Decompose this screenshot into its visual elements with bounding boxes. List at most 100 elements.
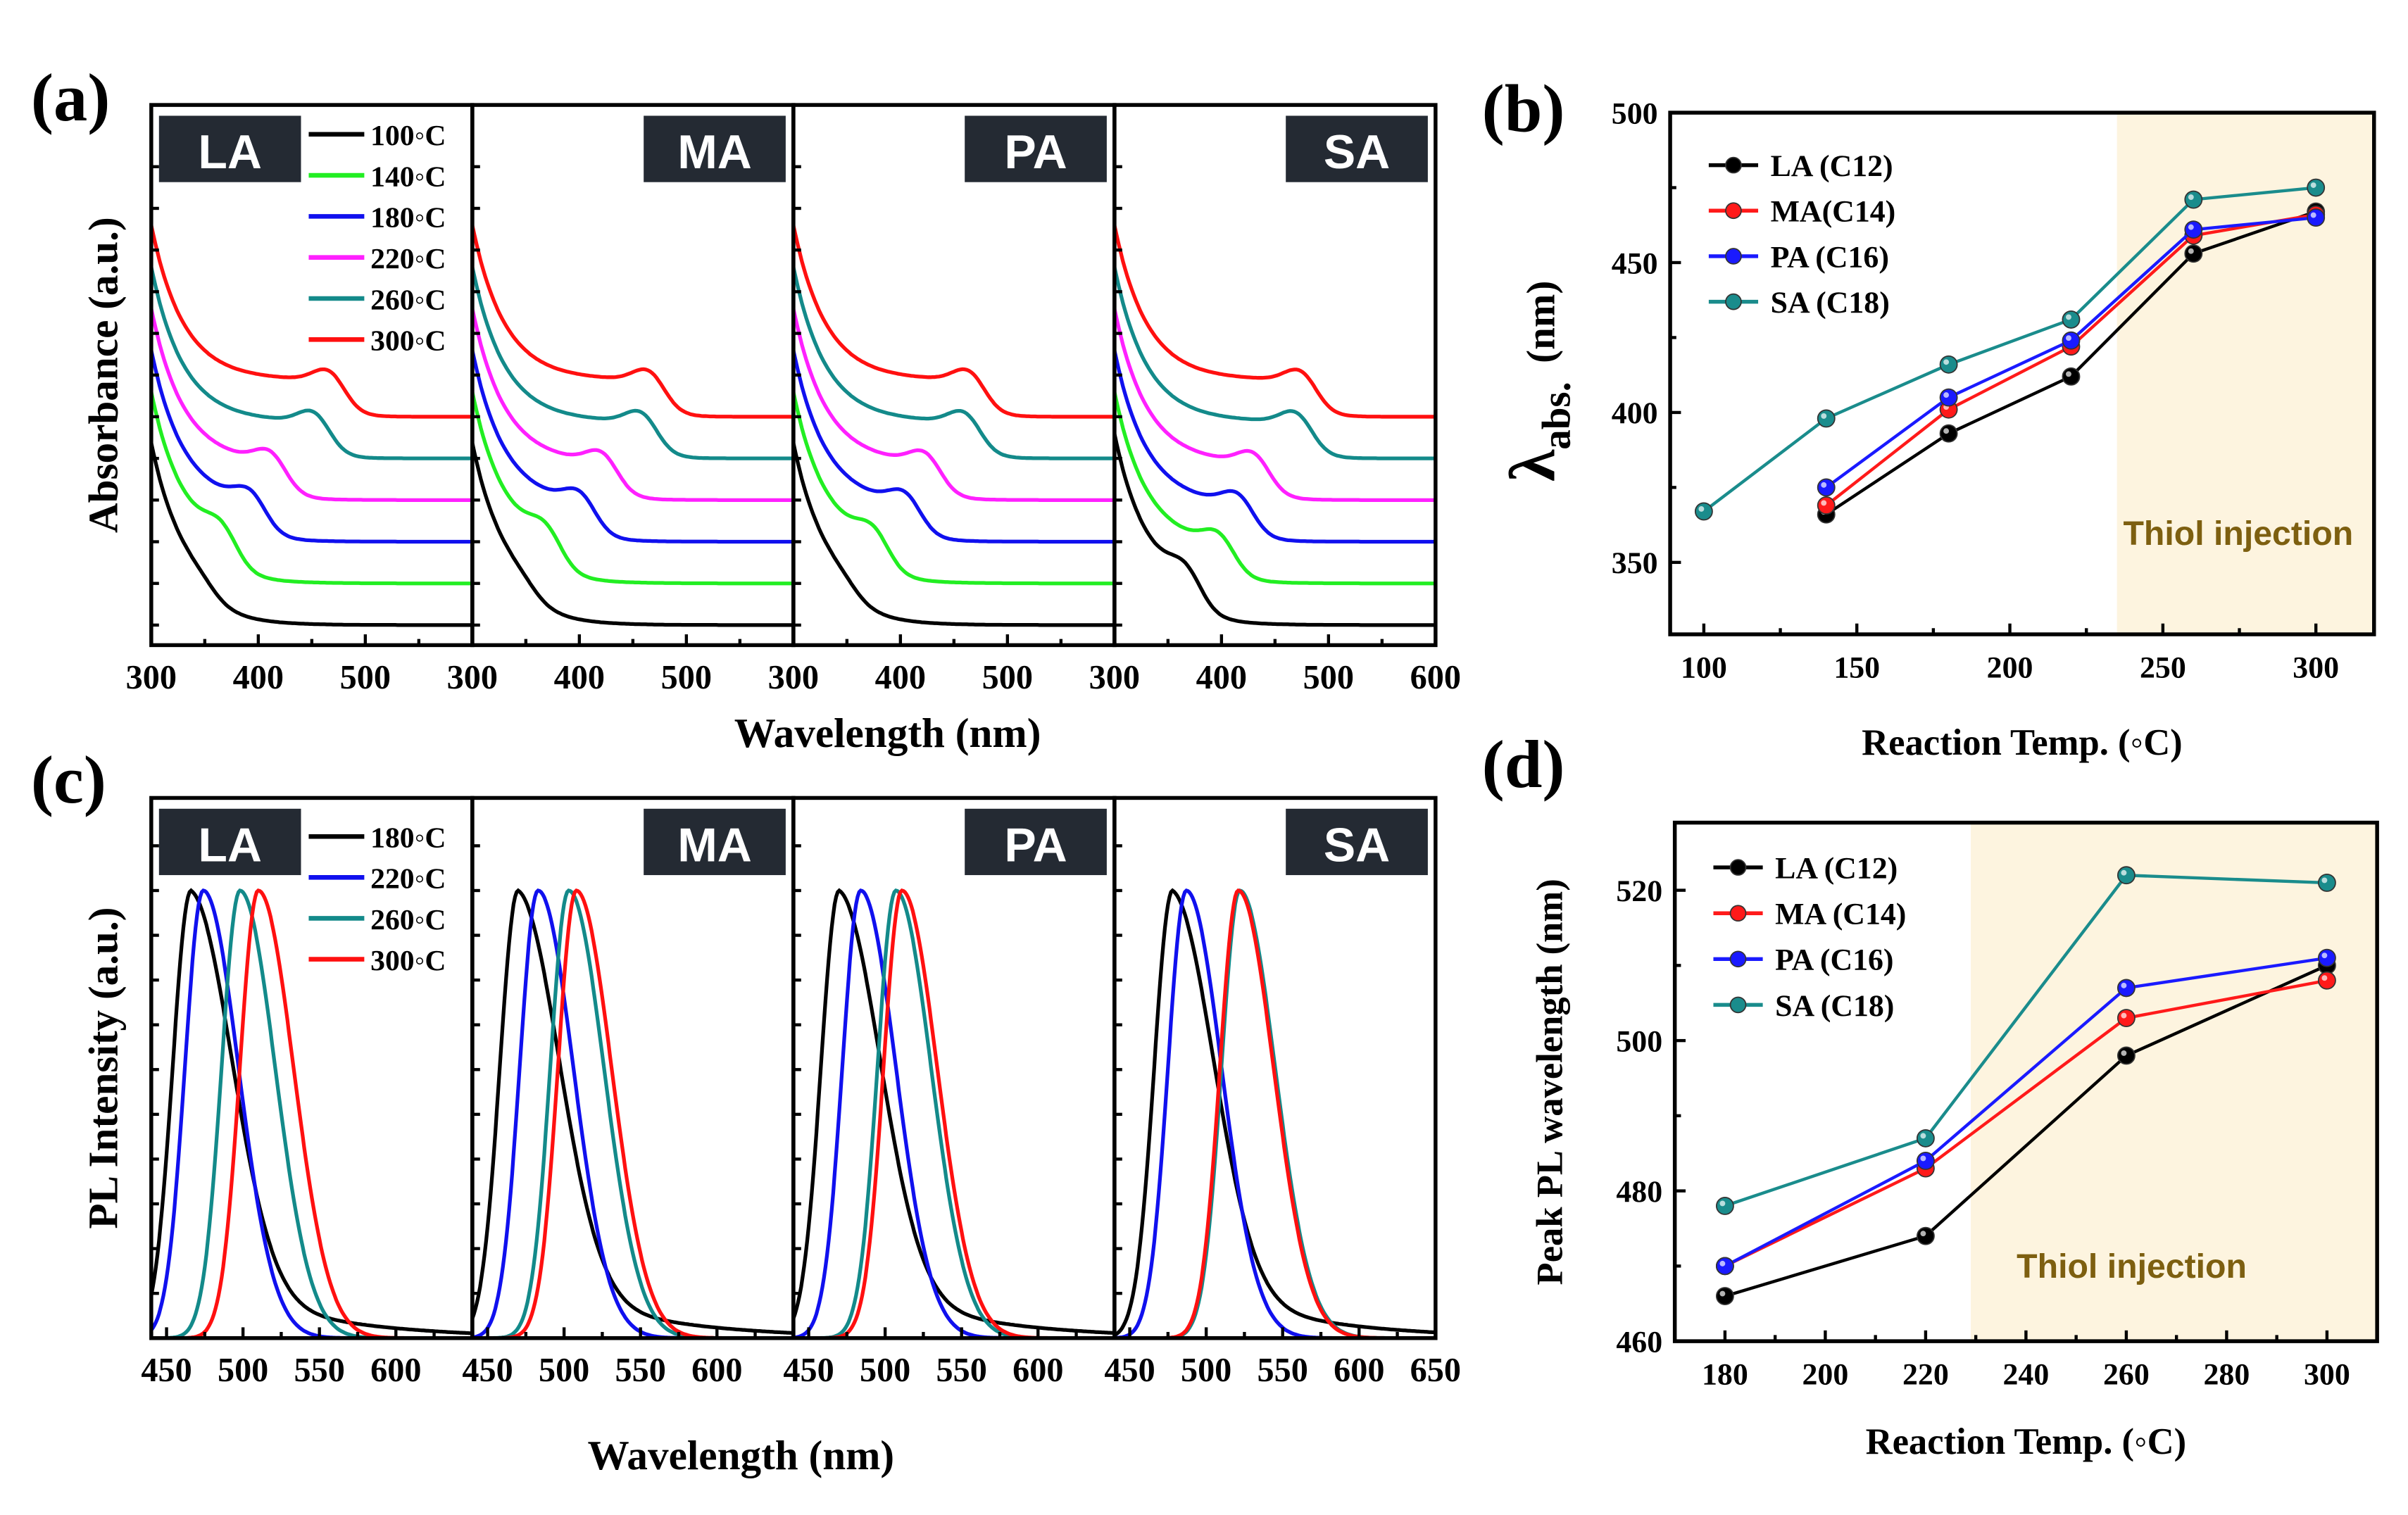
legend: 180◦C 220◦C 260◦C 300◦C	[308, 822, 446, 977]
ligand-label: PA	[1004, 818, 1067, 872]
data-point-highlight	[1943, 359, 1950, 365]
data-point	[2307, 178, 2326, 197]
data-point	[2062, 310, 2081, 329]
panel-label-d: (d)	[1482, 727, 1565, 802]
x-tick-label: 240	[2003, 1358, 2050, 1392]
data-point-highlight	[2121, 1012, 2127, 1019]
x-tick-label: 300	[2304, 1358, 2350, 1392]
spectrum-curve-PA-220◦C	[793, 308, 1115, 502]
x-tick-label: 300	[2293, 650, 2339, 684]
data-point-highlight	[2066, 314, 2071, 320]
data-point-highlight	[1943, 428, 1950, 434]
data-point-highlight	[1821, 482, 1827, 488]
legend-marker	[1729, 950, 1747, 968]
ligand-label-box	[965, 115, 1107, 182]
data-point	[1817, 478, 1836, 497]
data-point-highlight	[2066, 371, 2071, 377]
x-axis-label: Reaction Temp. (◦C)	[1862, 722, 2183, 763]
legend-entry: PA (C16)	[1775, 943, 1893, 977]
y-tick-label: 460	[1616, 1325, 1662, 1359]
data-point	[2307, 208, 2326, 227]
y-axis-subscript: abs.	[1535, 382, 1579, 450]
panel-label-c: (c)	[31, 742, 106, 817]
data-point	[1817, 409, 1836, 428]
data-point-highlight	[2188, 194, 2194, 200]
ligand-label: SA	[1324, 818, 1390, 872]
subpanel-frame	[470, 103, 796, 648]
data-point	[1939, 388, 1958, 407]
subpanel-SA: 450 500 550 600 650 SA	[1104, 796, 1461, 1389]
legend-entry: 140◦C	[370, 161, 446, 193]
subpanel-frame	[791, 103, 1117, 648]
x-tick-label: 300	[768, 659, 819, 696]
spectrum-curve-SA-100◦C	[1114, 433, 1436, 627]
data-point-highlight	[1821, 413, 1827, 419]
y-axis-label: Peak PL wavelength (nm)	[1530, 879, 1571, 1285]
legend-entry: 180◦C	[370, 822, 446, 855]
data-point	[2184, 220, 2203, 239]
x-axis-label: Reaction Temp. (◦C)	[1866, 1421, 2187, 1462]
x-tick-label: 550	[615, 1352, 666, 1389]
curves	[151, 225, 472, 627]
data-point	[2062, 367, 2081, 386]
series-SA-C18-	[1715, 866, 2336, 1215]
spectrum-curve-PA-100◦C	[793, 442, 1115, 627]
data-point-highlight	[2121, 1050, 2127, 1056]
ligand-label-box	[1286, 115, 1428, 182]
series-line	[1702, 186, 2316, 513]
x-tick-label: 400	[554, 659, 605, 696]
data-point	[1715, 1287, 1734, 1306]
x-tick-label: 500	[982, 659, 1033, 696]
subpanel-PA: 300 400 500 PA	[768, 103, 1117, 696]
spectrum-curve-LA-260◦C	[151, 266, 472, 460]
spectrum-curve-MA-180◦C	[472, 350, 794, 544]
y-tick-label: 450	[1612, 246, 1658, 280]
spectrum-curve-LA-220◦C	[151, 888, 472, 1338]
x-tick-label: 500	[218, 1352, 268, 1389]
spectrum-curve-PA-300◦C	[793, 225, 1115, 419]
ligand-label-box	[644, 808, 786, 876]
legend-entry: LA (C12)	[1775, 851, 1898, 885]
ligand-label: LA	[198, 818, 262, 872]
spectrum-curve-LA-100◦C	[151, 442, 472, 627]
series-line	[1724, 956, 2328, 1268]
spectrum-curve-PA-260◦C	[793, 888, 1115, 1338]
y-axis-label: Absorbance (a.u.)	[80, 217, 127, 533]
y-axis-label: PL Intensity (a.u.)	[80, 907, 127, 1229]
subpanel-MA: 300 400 500 MA	[447, 103, 796, 696]
spectrum-curve-PA-180◦C	[793, 350, 1115, 544]
x-tick-label: 550	[1258, 1352, 1308, 1389]
legend-entry: PA (C16)	[1771, 240, 1889, 274]
ligand-label-box	[158, 808, 301, 876]
ligand-label-box	[1286, 808, 1428, 876]
data-point	[2317, 948, 2336, 967]
legend-entry: MA(C14)	[1771, 195, 1896, 229]
spectrum-curve-PA-300◦C	[793, 888, 1115, 1338]
x-tick-label: 500	[340, 659, 391, 696]
spectrum-curve-SA-140◦C	[1114, 391, 1436, 586]
ligand-label: LA	[198, 125, 262, 179]
panel-c-pl-spectra: PL Intensity (a.u.) Wavelength (nm) 450 500…	[80, 796, 1461, 1478]
data-point-highlight	[1943, 392, 1950, 398]
x-tick-label: 250	[2140, 650, 2186, 684]
data-point-highlight	[2188, 248, 2194, 254]
legend-marker	[1725, 202, 1742, 220]
x-axis-label: Wavelength (nm)	[587, 1432, 894, 1478]
x-tick-label: 600	[1012, 1352, 1063, 1389]
legend-marker	[1725, 156, 1742, 174]
ligand-label-box	[158, 115, 301, 182]
spectrum-curve-MA-300◦C	[472, 888, 794, 1338]
legend-entry: SA (C18)	[1771, 286, 1890, 320]
legend-entry: 300◦C	[370, 945, 446, 977]
curves	[472, 888, 794, 1338]
legend-marker	[1725, 293, 1742, 310]
spectrum-curve-LA-220◦C	[151, 308, 472, 502]
thiol-injection-region	[2117, 113, 2374, 635]
spectrum-curve-MA-260◦C	[472, 888, 794, 1338]
spectrum-curve-LA-300◦C	[151, 888, 472, 1338]
x-tick-label: 500	[539, 1352, 589, 1389]
data-point-highlight	[1698, 505, 1705, 512]
x-tick-label: 650	[1410, 1352, 1461, 1389]
curves	[1114, 888, 1436, 1338]
